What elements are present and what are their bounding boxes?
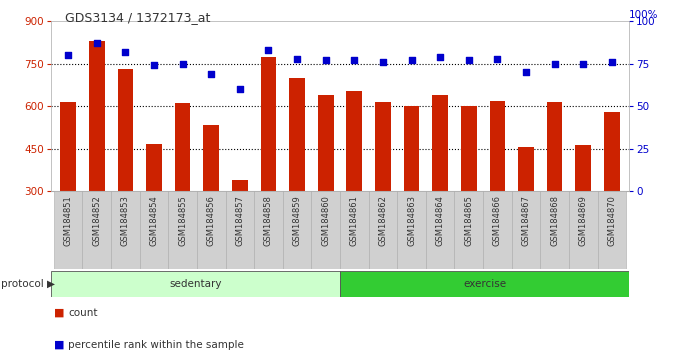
Bar bbox=[340, 191, 369, 269]
Point bbox=[549, 61, 560, 67]
Point bbox=[463, 57, 474, 63]
Text: sedentary: sedentary bbox=[169, 279, 222, 289]
Bar bbox=[541, 191, 569, 269]
Bar bbox=[260, 57, 276, 191]
Text: GSM184854: GSM184854 bbox=[150, 195, 158, 246]
Bar bbox=[346, 91, 362, 191]
Point bbox=[263, 47, 274, 53]
Bar bbox=[518, 147, 534, 191]
Text: GSM184869: GSM184869 bbox=[579, 195, 588, 246]
Text: GSM184867: GSM184867 bbox=[522, 195, 530, 246]
Bar bbox=[54, 191, 82, 269]
Bar bbox=[232, 180, 248, 191]
Text: GSM184851: GSM184851 bbox=[64, 195, 73, 246]
Text: count: count bbox=[68, 308, 97, 318]
Bar bbox=[432, 95, 448, 191]
Point bbox=[235, 86, 245, 92]
Text: GSM184855: GSM184855 bbox=[178, 195, 187, 246]
Point bbox=[320, 57, 331, 63]
Text: GSM184861: GSM184861 bbox=[350, 195, 359, 246]
Bar bbox=[340, 271, 629, 297]
Text: GSM184853: GSM184853 bbox=[121, 195, 130, 246]
Point bbox=[63, 52, 73, 58]
Bar bbox=[375, 102, 391, 191]
Point bbox=[206, 71, 217, 77]
Text: exercise: exercise bbox=[463, 279, 506, 289]
Point bbox=[521, 69, 532, 75]
Point bbox=[292, 56, 303, 62]
Text: GSM184870: GSM184870 bbox=[607, 195, 616, 246]
Bar bbox=[197, 191, 226, 269]
Bar bbox=[461, 106, 477, 191]
Bar bbox=[226, 191, 254, 269]
Bar bbox=[139, 191, 169, 269]
Bar bbox=[598, 191, 626, 269]
Text: GSM184865: GSM184865 bbox=[464, 195, 473, 246]
Text: GSM184863: GSM184863 bbox=[407, 195, 416, 246]
Text: GSM184857: GSM184857 bbox=[235, 195, 244, 246]
Point bbox=[148, 63, 159, 68]
Bar bbox=[426, 191, 454, 269]
Bar bbox=[82, 191, 111, 269]
Text: percentile rank within the sample: percentile rank within the sample bbox=[68, 340, 244, 350]
Bar bbox=[169, 191, 197, 269]
Bar bbox=[146, 144, 162, 191]
Point bbox=[91, 40, 102, 46]
Bar bbox=[490, 101, 505, 191]
Text: GSM184866: GSM184866 bbox=[493, 195, 502, 246]
Bar bbox=[369, 191, 397, 269]
Bar bbox=[569, 191, 598, 269]
Text: GSM184868: GSM184868 bbox=[550, 195, 559, 246]
Text: GSM184862: GSM184862 bbox=[379, 195, 388, 246]
Text: GSM184864: GSM184864 bbox=[436, 195, 445, 246]
Bar bbox=[51, 271, 340, 297]
Bar bbox=[483, 191, 511, 269]
Point bbox=[607, 59, 617, 65]
Bar bbox=[397, 191, 426, 269]
Bar bbox=[318, 95, 334, 191]
Bar bbox=[454, 191, 483, 269]
Text: protocol ▶: protocol ▶ bbox=[1, 279, 55, 289]
Bar bbox=[311, 191, 340, 269]
Point bbox=[377, 59, 388, 65]
Bar bbox=[511, 191, 541, 269]
Point bbox=[120, 49, 131, 55]
Bar bbox=[547, 102, 562, 191]
Text: ■: ■ bbox=[54, 340, 65, 350]
Point bbox=[492, 56, 503, 62]
Bar bbox=[175, 103, 190, 191]
Point bbox=[177, 61, 188, 67]
Bar bbox=[289, 78, 305, 191]
Point bbox=[406, 57, 417, 63]
Bar bbox=[118, 69, 133, 191]
Text: ■: ■ bbox=[54, 308, 65, 318]
Bar bbox=[254, 191, 283, 269]
Point bbox=[435, 54, 445, 60]
Text: GSM184858: GSM184858 bbox=[264, 195, 273, 246]
Bar bbox=[111, 191, 139, 269]
Bar bbox=[89, 41, 105, 191]
Point bbox=[578, 61, 589, 67]
Bar bbox=[404, 106, 420, 191]
Bar bbox=[203, 125, 219, 191]
Text: GSM184856: GSM184856 bbox=[207, 195, 216, 246]
Point bbox=[349, 57, 360, 63]
Bar bbox=[575, 145, 591, 191]
Bar bbox=[283, 191, 311, 269]
Text: GSM184859: GSM184859 bbox=[292, 195, 301, 246]
Text: GDS3134 / 1372173_at: GDS3134 / 1372173_at bbox=[65, 11, 210, 24]
Text: GSM184852: GSM184852 bbox=[92, 195, 101, 246]
Bar bbox=[604, 112, 619, 191]
Text: GSM184860: GSM184860 bbox=[321, 195, 330, 246]
Bar bbox=[61, 102, 76, 191]
Text: 100%: 100% bbox=[629, 10, 658, 19]
